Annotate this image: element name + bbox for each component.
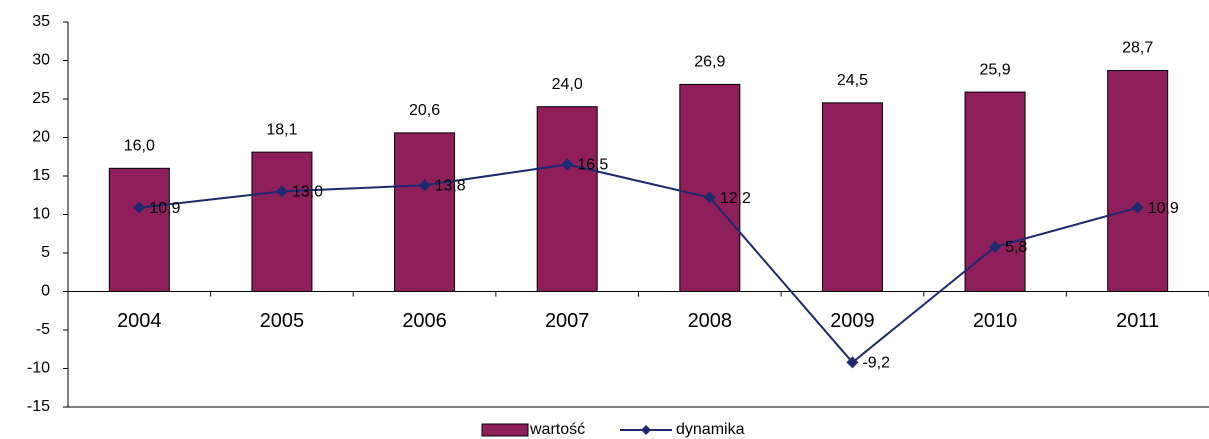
- y-tick-label: 35: [32, 13, 50, 30]
- x-tick-label: 2006: [402, 310, 447, 332]
- bar-value-label: 18,1: [266, 121, 297, 138]
- y-tick-label: 5: [41, 244, 50, 261]
- x-tick-label: 2011: [1116, 310, 1159, 332]
- line-marker: [133, 201, 146, 214]
- x-tick-label: 2008: [688, 310, 733, 332]
- bar-value-label: 28,7: [1122, 40, 1153, 57]
- line-value-label: 13,0: [292, 184, 323, 201]
- bar-value-label: 20,6: [409, 102, 440, 119]
- bar-value-label: 24,5: [837, 72, 868, 89]
- y-tick-label: 25: [32, 90, 50, 107]
- bar: [394, 132, 456, 292]
- y-tick-label: 15: [32, 167, 50, 184]
- line-value-label: -9,2: [862, 355, 890, 372]
- y-tick-label: -5: [36, 321, 50, 338]
- legend-swatch: [481, 423, 529, 437]
- line-marker: [418, 179, 431, 192]
- legend-label: wartość: [529, 421, 585, 438]
- bar-value-label: 24,0: [552, 76, 583, 93]
- bar: [251, 151, 313, 292]
- bar-value-label: 25,9: [979, 61, 1010, 78]
- x-tick-label: 2009: [830, 310, 875, 332]
- bar-value-label: 16,0: [124, 138, 155, 155]
- line: [139, 163, 1138, 364]
- line-value-label: 16,5: [577, 157, 608, 174]
- bar-value-label: 26,9: [694, 54, 725, 71]
- x-tick-label: 2004: [117, 310, 162, 332]
- y-tick-label: 0: [41, 283, 50, 300]
- y-tick-label: -15: [27, 398, 50, 415]
- x-tick-label: 2007: [545, 310, 590, 332]
- bar: [1107, 70, 1169, 293]
- bar: [536, 106, 598, 292]
- x-tick-label: 2010: [973, 310, 1018, 332]
- line-value-label: 12,2: [720, 190, 751, 207]
- bar: [679, 83, 741, 293]
- legend-marker: [641, 425, 651, 435]
- line-value-label: 10,9: [1148, 200, 1179, 217]
- line-marker: [1131, 201, 1144, 214]
- y-tick-label: 10: [32, 206, 50, 223]
- line-value-label: 5,8: [1005, 239, 1027, 256]
- legend-label: dynamika: [676, 421, 745, 438]
- y-tick-label: 20: [32, 129, 50, 146]
- bar: [821, 102, 883, 292]
- bar: [108, 167, 170, 292]
- y-tick-label: 30: [32, 52, 50, 69]
- line-marker: [703, 191, 716, 204]
- line-value-label: 10,9: [149, 200, 180, 217]
- y-tick-label: -10: [27, 360, 50, 377]
- line-marker: [561, 158, 574, 171]
- line-marker: [275, 185, 288, 198]
- line-value-label: 13,8: [435, 177, 466, 194]
- bar: [964, 91, 1026, 292]
- x-tick-label: 2005: [260, 310, 305, 332]
- line-marker: [846, 356, 859, 369]
- line-marker: [989, 240, 1002, 253]
